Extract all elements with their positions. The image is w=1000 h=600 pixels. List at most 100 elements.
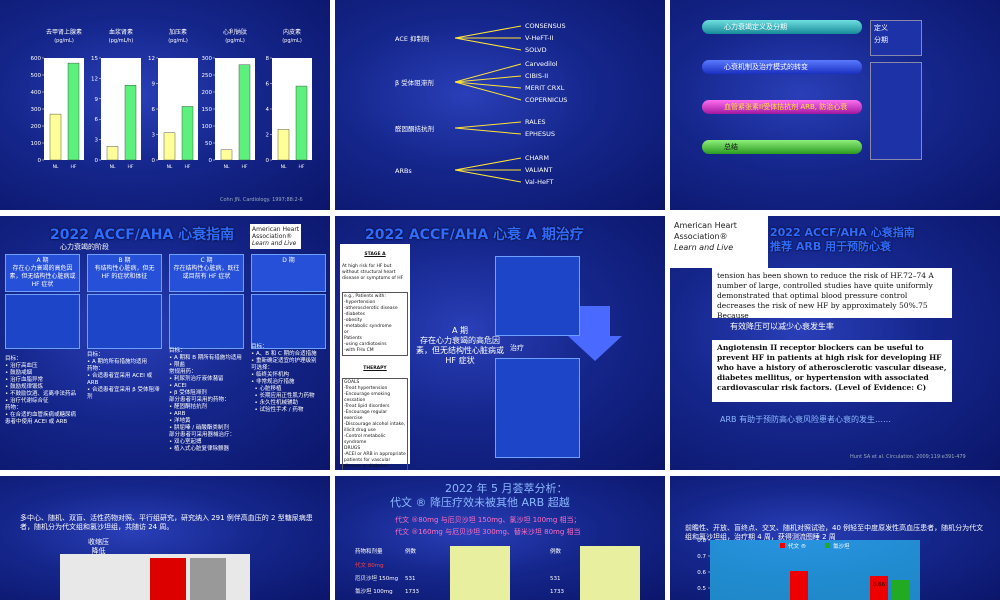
- trial-name: Carvedilol: [525, 60, 558, 68]
- chart-title: 心利钠肽: [223, 28, 247, 36]
- y-tick-label: 150: [202, 107, 213, 113]
- slide[interactable]: 2022 ACCF/AHA 心衰指南 American Heart Associa…: [0, 216, 330, 470]
- logo: American Heart Association® Learn and Live: [670, 216, 768, 268]
- sub-box: 定义 分期: [870, 20, 922, 56]
- bar: [277, 129, 290, 161]
- slide[interactable]: 去甲肾上腺素 (pg/mL) 0 100 200 300 400 500 600 NL HF 血浆肾素…: [0, 0, 330, 210]
- y-tick-label: 300: [31, 107, 42, 113]
- chart-title: 加压素: [169, 28, 187, 36]
- paper-excerpt: tension has been shown to reduce the ris…: [712, 268, 952, 320]
- y-tick-label: 8: [266, 56, 270, 62]
- table-header: 例数: [550, 549, 562, 555]
- slide[interactable]: 多中心、随机、双盲、活性药物对照、平行组研究，研究纳入 291 例伴高血压的 2…: [0, 476, 330, 600]
- chart-unit: (pg/mL): [225, 38, 245, 44]
- y-tick-label: 6: [152, 107, 156, 113]
- goal-text: 目标： • A 期的所有措施均适用 药物： • 合适患者宜采用 ACEI 或 A…: [87, 352, 160, 400]
- bar-shape: [790, 571, 808, 600]
- menu-item[interactable]: 心衰机制及治疗模式的转变: [702, 60, 862, 74]
- y-tick-label: 12: [91, 76, 98, 82]
- group-label: ARBs: [395, 167, 412, 175]
- connector: [454, 63, 522, 83]
- bar: [67, 62, 80, 161]
- connector: [454, 127, 522, 135]
- slide[interactable]: 前瞻性、开放、盲终点、交叉、随机对照试验，40 例轻至中度原发性高血压患者，随机…: [670, 476, 1000, 600]
- menu-item[interactable]: 心力衰竭定义及分期: [702, 20, 862, 34]
- trial-tree: ACE 抑制剂 CONSENSUS V-HeFT-II SOLVD β 受体阻滞剂 Car…: [395, 22, 567, 186]
- group-label: β 受体阻滞剂: [395, 78, 434, 87]
- y-tick-label: 300: [202, 56, 213, 62]
- bar-shape: [190, 558, 226, 600]
- trial-name: CIBIS-II: [525, 72, 548, 80]
- x-tick-label: NL: [224, 164, 230, 170]
- group-label: 醛固酮拮抗剂: [395, 124, 434, 133]
- plot-area: [710, 540, 920, 600]
- stage-center: A 期 存在心力衰竭的高危因素，但无结构性心脏病或 HF 症状: [416, 326, 504, 365]
- slide[interactable]: American Heart Association® Learn and Live…: [670, 216, 1000, 470]
- menu-item[interactable]: 总结: [702, 140, 862, 154]
- bar: [124, 84, 137, 161]
- stage-box: B 期 有结构性心脏病，但无 HF 的症状和体征: [87, 254, 162, 292]
- menu-item[interactable]: 血管紧张素II受体拮抗剂 ARB, 防治心衰: [702, 100, 862, 114]
- trial-name: MERIT CRXL: [525, 84, 565, 92]
- slide[interactable]: 2022 年 5 月荟萃分析： 代文 ® 降压疗效未被其他 ARB 超越 代文 …: [335, 476, 665, 600]
- slide[interactable]: 2022 ACCF/AHA 心衰 A 期治疗 STAGE A At high r…: [335, 216, 665, 470]
- stage-label: STAGE A: [364, 252, 386, 257]
- y-tick-label: 0: [266, 158, 270, 164]
- conclusion: ARB 有助于预防高心衰风险患者心衰的发生……: [720, 415, 892, 424]
- stage-box: C 期 存在结构性心脏病，既往或目前有 HF 症状: [169, 254, 244, 292]
- y-tick-label: 400: [31, 90, 42, 96]
- table-cell: 代文 80mg: [355, 563, 384, 569]
- text-box: [5, 294, 80, 349]
- x-tick-label: NL: [167, 164, 173, 170]
- x-tick-label: HF: [185, 164, 191, 170]
- goal-text: 目标： • 治疗高血压 • 鼓励戒烟 • 治疗血脂异常 • 鼓励规律锻炼 • 不…: [5, 356, 76, 425]
- chart-title: 内皮素: [283, 28, 301, 36]
- y-tick-label: 0: [209, 158, 213, 164]
- text-box: [87, 294, 162, 349]
- trial-name: VALIANT: [525, 166, 552, 174]
- y-tick-label: 0.8: [697, 538, 706, 544]
- treat-label: 治疗: [510, 344, 524, 352]
- table-cell: 厄贝沙坦 150mg: [355, 576, 399, 582]
- chart-unit: (pg/mL): [54, 38, 74, 44]
- y-tick-label: 100: [202, 124, 213, 130]
- sub-box: [870, 62, 922, 160]
- table-cell: 531: [550, 576, 561, 582]
- arrow: [568, 306, 622, 361]
- slide-title: 2022 ACCF/AHA 心衰指南: [50, 227, 235, 243]
- slide[interactable]: ACE 抑制剂 CONSENSUS V-HeFT-II SOLVD β 受体阻滞剂 Car…: [335, 0, 665, 210]
- x-tick-label: HF: [128, 164, 134, 170]
- trial-name: V-HeFT-II: [525, 34, 554, 42]
- y-tick-label: 250: [202, 73, 213, 79]
- bar: [49, 113, 62, 161]
- chart-title: 去甲肾上腺素: [46, 28, 82, 36]
- text-box: [495, 358, 580, 458]
- legend-label: 代文 ®: [788, 542, 806, 550]
- y-tick-label: 0: [95, 158, 99, 164]
- slide[interactable]: 心力衰竭定义及分期 心衰机制及治疗模式的转变 血管紧张素II受体拮抗剂 ARB,…: [670, 0, 1000, 210]
- goal-text: 目标： • A、B 和 C 期的合适措施 • 重新确定适宜的护理级别 可选择： …: [251, 344, 317, 413]
- stage-desc: At high risk for HF but without structur…: [342, 264, 404, 281]
- slide-title: 2022 ACCF/AHA 心衰指南: [770, 226, 915, 239]
- x-tick-label: NL: [110, 164, 116, 170]
- trial-name: RALES: [525, 118, 546, 126]
- trial-name: CHARM: [525, 154, 549, 162]
- guideline-panel: STAGE A At high risk for HF but without …: [340, 244, 410, 470]
- y-tick-label: 6: [266, 82, 270, 88]
- slide-subtitle: 推荐 ARB 用于预防心衰: [770, 240, 892, 253]
- y-tick-label: 9: [95, 97, 99, 103]
- citation: Cohn JN. Cardiology. 1997;88:2-6: [220, 197, 303, 203]
- logo-text: American Heart: [252, 226, 300, 233]
- table-cell: 氯沙坦 100mg: [355, 589, 393, 595]
- plot-panel: [580, 546, 640, 600]
- chart-label: 收缩压 降低: [88, 538, 109, 555]
- text-box: [169, 294, 244, 349]
- y-tick-label: 200: [202, 90, 213, 96]
- y-tick-label: 200: [31, 124, 42, 130]
- x-tick-label: HF: [242, 164, 248, 170]
- bar: [106, 146, 119, 161]
- study-text: 多中心、随机、双盲、活性药物对照、平行组研究，研究纳入 291 例伴高血压的 2…: [20, 514, 313, 531]
- logo-text: Association®: [252, 233, 293, 240]
- slide-title: 2022 ACCF/AHA 心衰 A 期治疗: [365, 227, 584, 243]
